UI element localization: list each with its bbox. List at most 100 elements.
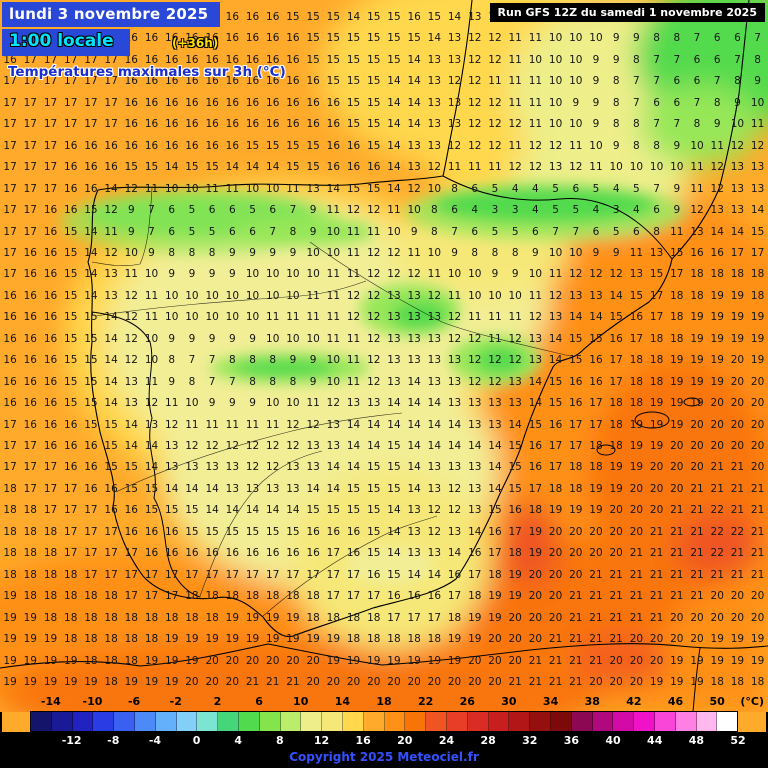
grid-value: 16 — [286, 32, 300, 45]
grid-value: 12 — [730, 139, 745, 152]
grid-value: 15 — [64, 375, 78, 388]
grid-value: 10 — [266, 182, 280, 195]
grid-value: 11 — [468, 311, 482, 324]
grid-value: 20 — [548, 547, 563, 560]
grid-value: 11 — [508, 32, 522, 45]
grid-row: 16 16 16 15 15 14 12 10 8 7 7 8 8 8 9 9 10 11 12 13 13 13 13 12… — [0, 353, 768, 367]
grid-value: 17 — [326, 568, 341, 581]
grid-value: 12 — [124, 289, 138, 302]
grid-value: 16 — [144, 32, 159, 45]
grid-value: 20 — [710, 611, 724, 624]
grid-value: 12 — [468, 75, 482, 88]
grid-value: 15 — [84, 354, 98, 367]
grid-value: 10 — [306, 268, 320, 281]
grid-value: 21 — [589, 590, 603, 603]
legend-cell — [405, 712, 427, 731]
grid-value: 16 — [225, 118, 240, 131]
grid-value: 14 — [104, 397, 118, 410]
legend-tick: 36 — [563, 734, 580, 747]
grid-value: 10 — [245, 182, 260, 195]
grid-row: 16 16 16 15 15 14 13 11 9 8 7 7 8 8 8 9 10 11 12 13 14 13 13 12… — [0, 375, 768, 389]
grid-value: 18 — [447, 611, 462, 624]
grid-value: 12 — [508, 354, 522, 367]
grid-value: 16 — [185, 75, 199, 88]
grid-value: 12 — [468, 32, 482, 45]
grid-value: 19 — [144, 675, 159, 688]
grid-value: 5 — [491, 225, 499, 238]
grid-value: 15 — [367, 75, 381, 88]
grid-value: 11 — [528, 32, 543, 45]
grid-value: 16 — [326, 139, 341, 152]
grid-value: 6 — [249, 225, 256, 238]
grid-value: 17 — [3, 461, 17, 474]
grid-value: 20 — [690, 461, 704, 474]
grid-value: 16 — [205, 118, 219, 131]
grid-value: 16 — [690, 246, 704, 259]
legend-top-ticks: -14 -10 -6 -2 2 6 10 14 18 22 26 30 34 38 42 46 50 — [0, 695, 768, 711]
grid-value: 11 — [508, 96, 522, 109]
grid-value: 7 — [633, 75, 640, 88]
grid-value: 15 — [548, 397, 563, 410]
grid-value: 14 — [488, 482, 502, 495]
grid-value: 17 — [589, 397, 603, 410]
grid-value: 12 — [367, 354, 381, 367]
grid-value: 12 — [528, 139, 543, 152]
grid-value: 16 — [468, 547, 482, 560]
grid-value: 19 — [670, 654, 684, 667]
grid-value: 18 — [326, 611, 341, 624]
grid-value: 14 — [346, 418, 361, 431]
grid-value: 17 — [64, 53, 78, 66]
grid-value: 12 — [508, 118, 522, 131]
legend-color-bar — [30, 711, 738, 732]
grid-value: 13 — [205, 461, 219, 474]
grid-value: 19 — [609, 461, 623, 474]
grid-value: 9 — [228, 397, 236, 410]
grid-value: 9 — [309, 225, 317, 238]
grid-value: 17 — [3, 118, 17, 131]
grid-value: 7 — [228, 375, 236, 388]
grid-value: 20 — [528, 568, 543, 581]
grid-value: 8 — [693, 118, 701, 131]
grid-value: 15 — [286, 161, 300, 174]
grid-value: 12 — [690, 204, 704, 217]
grid-value: 21 — [730, 504, 745, 517]
grid-value: 6 — [471, 182, 479, 195]
grid-value: 10 — [306, 332, 320, 345]
grid-value: 20 — [750, 461, 765, 474]
grid-row: 16 16 16 15 15 14 12 10 9 9 9 9 9 10 10 10 11 11 12 13 13 13 1… — [0, 332, 768, 346]
grid-value: 14 — [609, 289, 623, 302]
grid-value: 8 — [249, 354, 256, 367]
legend-cell — [467, 712, 489, 731]
grid-value: 18 — [629, 375, 644, 388]
grid-value: 16 — [346, 547, 361, 560]
grid-value: 12 — [468, 354, 482, 367]
legend-tick: 6 — [255, 695, 263, 708]
grid-value: 13 — [427, 375, 442, 388]
grid-value: 12 — [427, 525, 442, 538]
legend-cell — [31, 712, 52, 731]
grid-value: 21 — [730, 482, 745, 495]
grid-value: 21 — [750, 568, 765, 581]
grid-value: 19 — [23, 654, 37, 667]
grid-value: 20 — [225, 654, 240, 667]
grid-value: 21 — [609, 611, 623, 624]
grid-value: 9 — [612, 32, 620, 45]
grid-value: 19 — [569, 504, 583, 517]
grid-value: 21 — [750, 504, 765, 517]
grid-value: 16 — [104, 504, 118, 517]
grid-value: 10 — [569, 32, 583, 45]
grid-value: 9 — [208, 397, 216, 410]
map-background[interactable] — [0, 0, 768, 712]
grid-value: 18 — [569, 461, 583, 474]
grid-value: 16 — [43, 332, 58, 345]
grid-value: 11 — [589, 161, 603, 174]
grid-value: 19 — [43, 633, 58, 646]
grid-value: 17 — [23, 139, 37, 152]
grid-value: 9 — [309, 375, 317, 388]
grid-value: 16 — [245, 32, 260, 45]
grid-row: 17 17 17 17 17 17 16 16 16 16 16 16 16 16 16 16 16 15 15 14… — [0, 96, 768, 110]
grid-value: 13 — [528, 332, 543, 345]
grid-value: 21 — [730, 547, 745, 560]
grid-value: 12 — [528, 311, 543, 324]
grid-value: 14 — [407, 96, 421, 109]
